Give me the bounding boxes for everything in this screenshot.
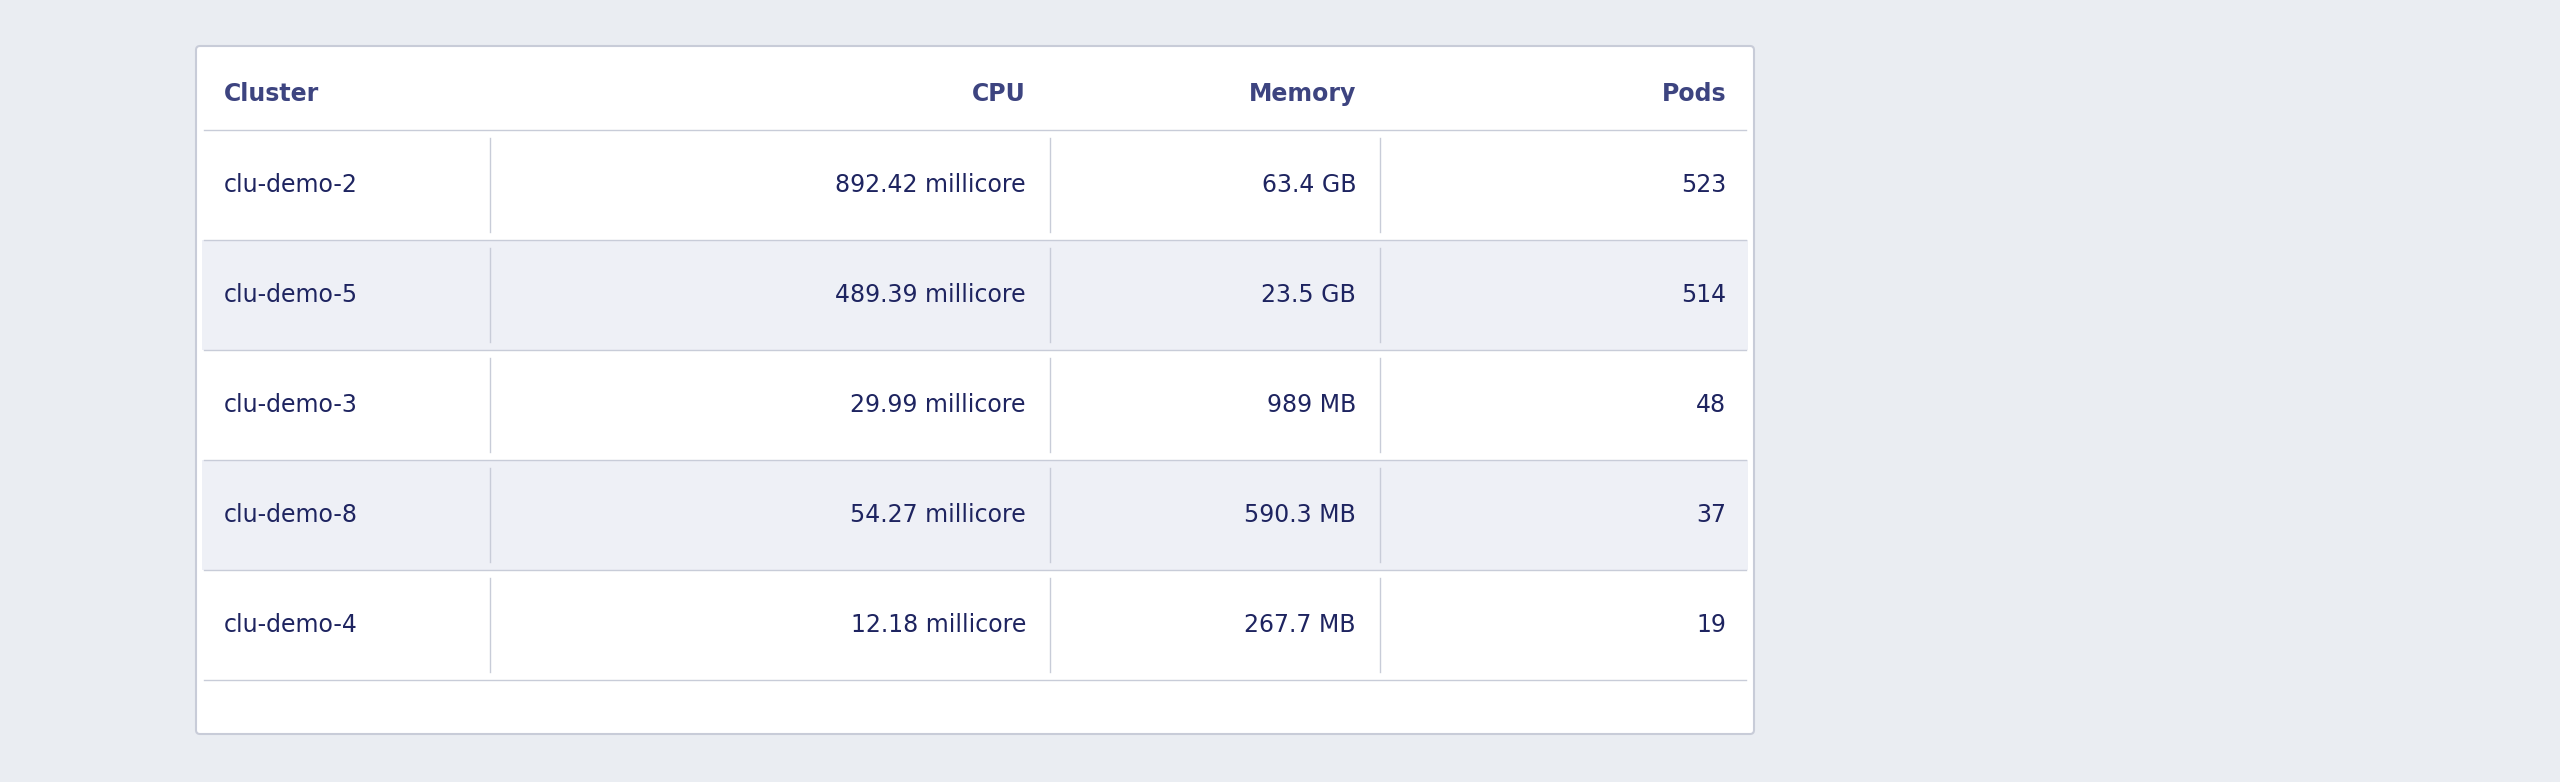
Text: 523: 523 <box>1682 173 1725 197</box>
Text: clu-demo-8: clu-demo-8 <box>225 503 358 527</box>
Text: Memory: Memory <box>1249 82 1357 106</box>
Text: 37: 37 <box>1697 503 1725 527</box>
Text: Pods: Pods <box>1661 82 1725 106</box>
Bar <box>202 350 1748 460</box>
Text: clu-demo-5: clu-demo-5 <box>225 283 358 307</box>
Text: 989 MB: 989 MB <box>1267 393 1357 417</box>
Bar <box>202 570 1748 680</box>
Text: 892.42 millicore: 892.42 millicore <box>835 173 1027 197</box>
Text: 489.39 millicore: 489.39 millicore <box>835 283 1027 307</box>
Text: 54.27 millicore: 54.27 millicore <box>850 503 1027 527</box>
Text: 267.7 MB: 267.7 MB <box>1244 613 1357 637</box>
Text: clu-demo-3: clu-demo-3 <box>225 393 358 417</box>
FancyBboxPatch shape <box>197 46 1754 734</box>
Text: 23.5 GB: 23.5 GB <box>1262 283 1357 307</box>
Text: clu-demo-2: clu-demo-2 <box>225 173 358 197</box>
Text: 19: 19 <box>1697 613 1725 637</box>
Bar <box>202 130 1748 240</box>
Bar <box>202 460 1748 570</box>
Text: 12.18 millicore: 12.18 millicore <box>850 613 1027 637</box>
Text: 29.99 millicore: 29.99 millicore <box>850 393 1027 417</box>
Text: 48: 48 <box>1695 393 1725 417</box>
Text: 590.3 MB: 590.3 MB <box>1244 503 1357 527</box>
Text: 514: 514 <box>1682 283 1725 307</box>
Text: CPU: CPU <box>973 82 1027 106</box>
Text: Cluster: Cluster <box>225 82 320 106</box>
Bar <box>202 240 1748 350</box>
Text: clu-demo-4: clu-demo-4 <box>225 613 358 637</box>
Text: 63.4 GB: 63.4 GB <box>1262 173 1357 197</box>
